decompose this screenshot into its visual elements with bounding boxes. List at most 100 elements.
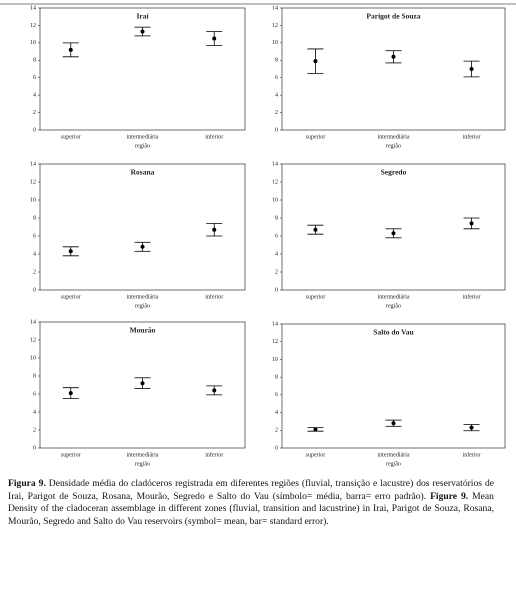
y-tick-label: 12 bbox=[30, 337, 36, 343]
y-tick-label: 10 bbox=[272, 197, 278, 203]
y-tick-label: 10 bbox=[30, 355, 36, 361]
chart-title: Rosana bbox=[131, 168, 155, 177]
y-tick-label: 12 bbox=[272, 23, 278, 29]
y-tick-label: 6 bbox=[275, 392, 278, 398]
y-tick-label: 4 bbox=[33, 93, 36, 99]
y-tick-label: 8 bbox=[275, 58, 278, 64]
mean-point bbox=[140, 381, 145, 386]
plot-frame bbox=[39, 163, 246, 291]
mean-point bbox=[140, 244, 145, 249]
y-tick-label: 2 bbox=[33, 110, 36, 116]
y-tick-label: 8 bbox=[33, 58, 36, 64]
y-tick-label: 14 bbox=[272, 161, 278, 167]
plot-frame bbox=[39, 321, 246, 449]
y-tick-label: 14 bbox=[272, 321, 278, 327]
x-tick-label: intermediária bbox=[127, 294, 159, 300]
y-tick-label: 10 bbox=[30, 40, 36, 46]
plot-frame bbox=[281, 323, 506, 449]
y-tick-label: 12 bbox=[272, 179, 278, 185]
x-axis-label: região bbox=[135, 143, 150, 149]
mean-point bbox=[212, 388, 217, 393]
mean-point bbox=[212, 36, 217, 41]
mean-point bbox=[313, 59, 318, 64]
x-axis-label: região bbox=[135, 461, 150, 467]
y-tick-label: 8 bbox=[275, 375, 278, 381]
y-tick-label: 2 bbox=[275, 428, 278, 434]
mean-point bbox=[68, 249, 73, 254]
x-tick-label: intermediária bbox=[127, 134, 159, 140]
y-tick-label: 2 bbox=[33, 269, 36, 275]
mean-point bbox=[313, 227, 318, 232]
y-tick-label: 6 bbox=[33, 75, 36, 81]
x-tick-label: superior bbox=[61, 134, 81, 140]
y-tick-label: 12 bbox=[272, 339, 278, 345]
y-tick-label: 8 bbox=[275, 215, 278, 221]
caption: Figura 9. Densidade média do cladóceros … bbox=[8, 478, 494, 528]
mean-point bbox=[391, 231, 396, 236]
x-axis-label: região bbox=[386, 143, 401, 149]
mean-point bbox=[313, 427, 318, 432]
x-tick-label: inferior bbox=[463, 133, 481, 140]
x-tick-label: superior bbox=[306, 452, 326, 458]
x-tick-label: intermediária bbox=[378, 452, 410, 458]
y-tick-label: 4 bbox=[33, 251, 36, 257]
y-tick-label: 14 bbox=[30, 319, 36, 325]
caption-label: Figura 9. bbox=[8, 478, 46, 489]
y-tick-label: 12 bbox=[30, 179, 36, 185]
chart-title: Segredo bbox=[381, 168, 407, 177]
mean-point bbox=[469, 221, 474, 226]
y-tick-label: 8 bbox=[33, 215, 36, 221]
plot-frame bbox=[39, 7, 246, 131]
mean-point bbox=[140, 29, 145, 34]
plot-frame bbox=[281, 163, 506, 291]
y-tick-label: 0 bbox=[275, 287, 278, 293]
y-tick-label: 12 bbox=[30, 23, 36, 29]
y-tick-label: 0 bbox=[33, 287, 36, 293]
mean-point bbox=[212, 227, 217, 232]
y-tick-label: 14 bbox=[272, 5, 278, 11]
x-tick-label: intermediária bbox=[378, 134, 410, 140]
x-tick-label: intermediária bbox=[127, 452, 159, 458]
y-tick-label: 8 bbox=[33, 373, 36, 379]
mean-point bbox=[68, 47, 73, 52]
x-tick-label: inferior bbox=[205, 293, 223, 300]
y-tick-label: 0 bbox=[33, 445, 36, 451]
y-tick-label: 6 bbox=[33, 233, 36, 239]
y-tick-label: 6 bbox=[275, 233, 278, 239]
y-tick-label: 14 bbox=[30, 5, 36, 11]
mean-point bbox=[469, 67, 474, 71]
y-tick-label: 4 bbox=[33, 409, 36, 415]
x-tick-label: superior bbox=[306, 294, 326, 300]
y-tick-label: 10 bbox=[30, 197, 36, 203]
mean-point bbox=[391, 421, 396, 426]
y-tick-label: 4 bbox=[275, 93, 278, 99]
chart-title: Mourão bbox=[130, 326, 156, 335]
x-tick-label: superior bbox=[61, 294, 81, 300]
y-tick-label: 4 bbox=[275, 251, 278, 257]
x-tick-label: inferior bbox=[205, 451, 223, 458]
chart-title: Iraí bbox=[136, 12, 149, 21]
y-tick-label: 10 bbox=[272, 40, 278, 46]
chart-title: Parigot de Souza bbox=[366, 12, 420, 21]
plot-frame bbox=[281, 7, 506, 131]
mean-point bbox=[68, 391, 73, 396]
y-tick-label: 0 bbox=[275, 127, 278, 133]
y-tick-label: 6 bbox=[275, 75, 278, 81]
x-tick-label: superior bbox=[61, 452, 81, 458]
y-tick-label: 2 bbox=[275, 269, 278, 275]
x-tick-label: intermediária bbox=[378, 294, 410, 300]
y-tick-label: 14 bbox=[30, 161, 36, 167]
y-tick-label: 2 bbox=[33, 427, 36, 433]
x-axis-label: região bbox=[386, 303, 401, 309]
caption-label: Figure 9. bbox=[430, 490, 469, 502]
y-tick-label: 6 bbox=[33, 391, 36, 397]
y-tick-label: 0 bbox=[33, 127, 36, 133]
x-tick-label: inferior bbox=[463, 451, 481, 458]
mean-point bbox=[469, 425, 474, 430]
caption-text: Densidade média do cladóceros registrada… bbox=[8, 478, 494, 502]
x-tick-label: inferior bbox=[205, 133, 223, 140]
x-axis-label: região bbox=[386, 461, 401, 467]
chart-title: Salto do Vau bbox=[373, 328, 413, 337]
caption-text: Mean Density of the cladoceran assemblag… bbox=[8, 490, 494, 527]
